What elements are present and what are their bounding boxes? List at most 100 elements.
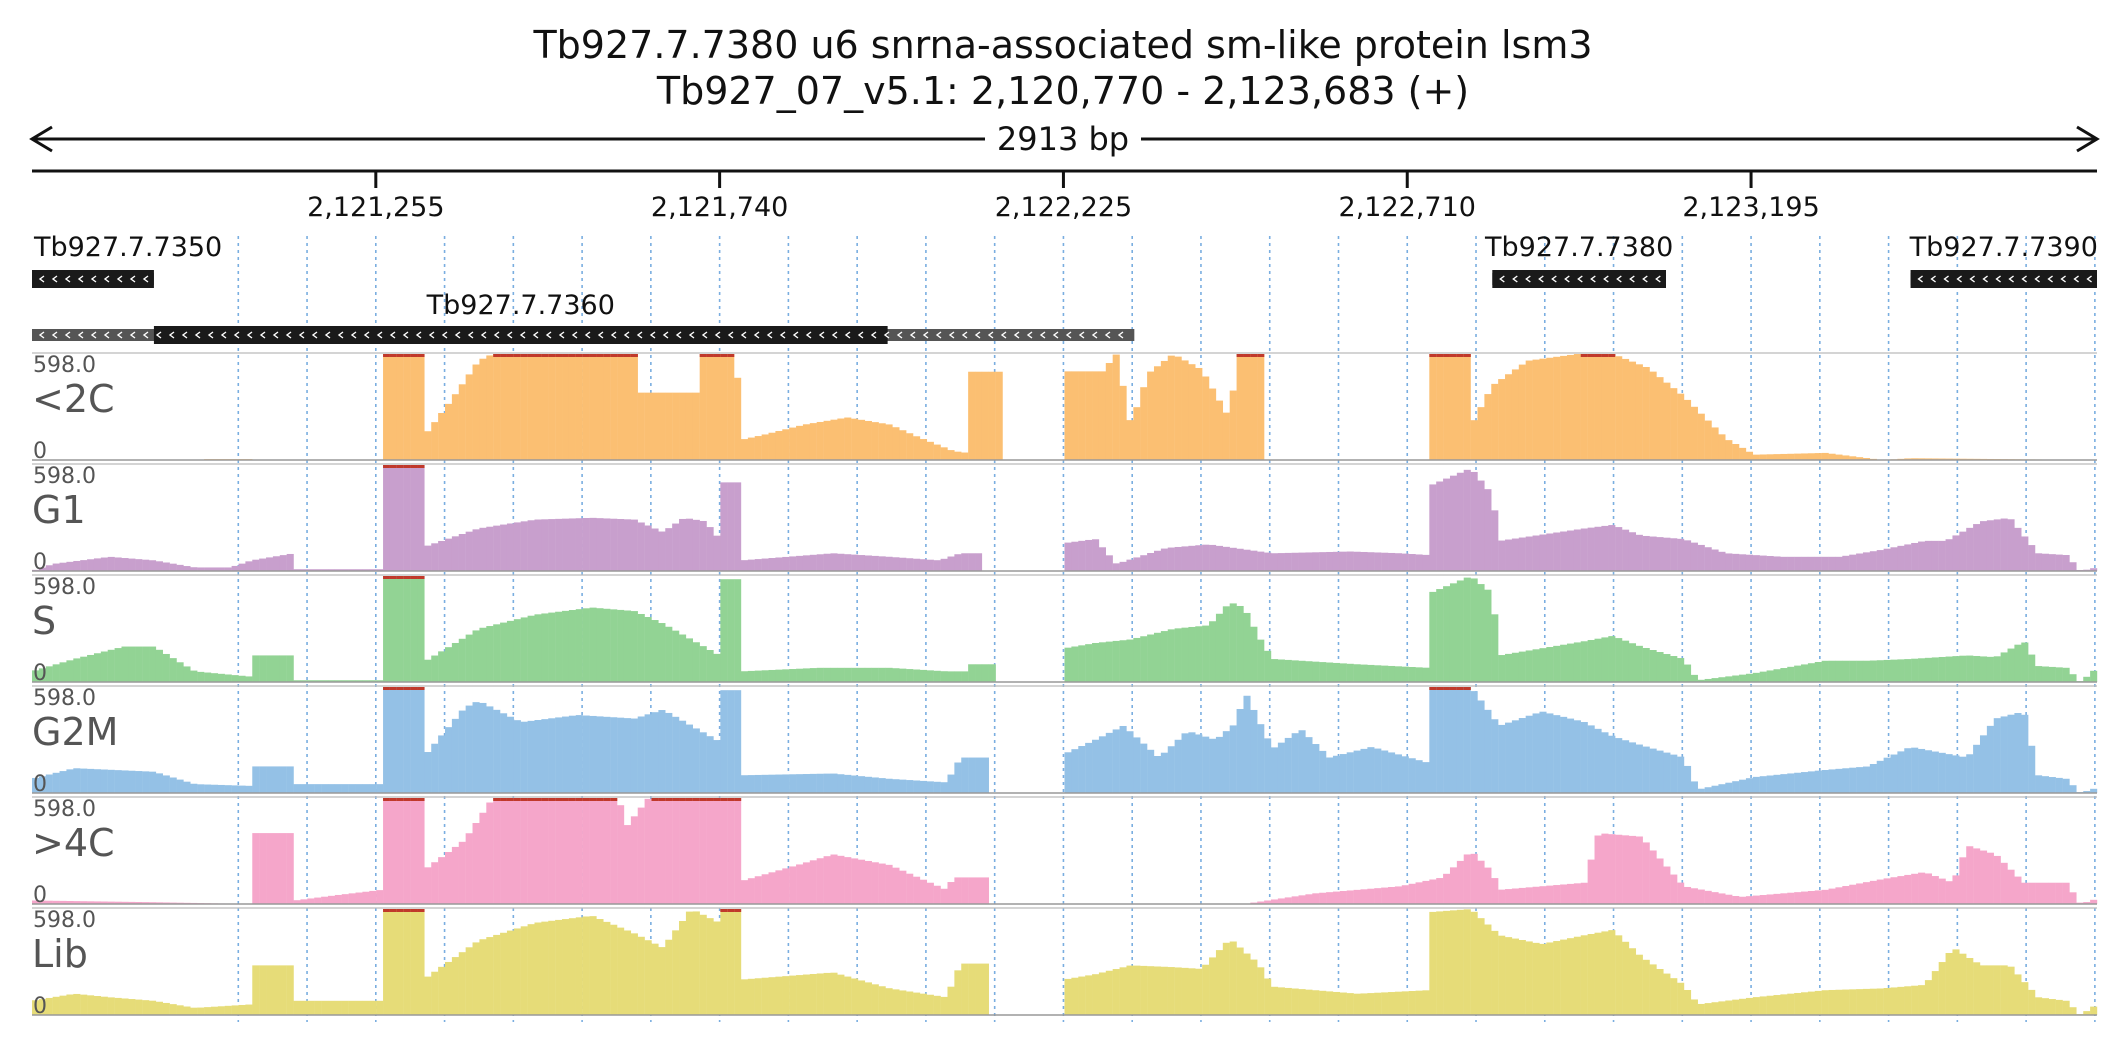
coverage-bar	[1725, 676, 1733, 682]
coverage-bar	[1394, 886, 1402, 904]
coverage-bar	[1443, 478, 1451, 571]
gene-Tb927-7-7390[interactable]: Tb927.7.7390	[1909, 232, 2098, 288]
coverage-bar	[1979, 521, 1988, 571]
clip-marker	[506, 798, 515, 801]
coverage-bar	[493, 934, 501, 1015]
coverage-bar	[995, 371, 1003, 460]
strand-chevron	[701, 331, 708, 339]
clip-marker	[548, 798, 556, 801]
coverage-bar	[1828, 769, 1836, 793]
coverage-bar	[1112, 969, 1120, 1015]
coverage-bar	[1105, 363, 1113, 460]
coverage-bar	[1209, 738, 1217, 793]
coverage-bar	[1284, 737, 1292, 793]
coverage-bar	[665, 528, 673, 571]
coverage-bar	[864, 982, 872, 1015]
coverage-bar	[259, 965, 267, 1015]
coverage-bar	[1656, 537, 1664, 571]
coverage-bar	[1319, 990, 1327, 1015]
coverage-bar	[321, 680, 329, 682]
coverage-bar	[38, 999, 46, 1015]
coverage-bar	[1959, 531, 1967, 571]
coverage-bar	[383, 465, 391, 571]
coverage-bar	[2021, 982, 2029, 1015]
coverage-bar	[1924, 458, 1932, 460]
coverage-bar	[1924, 540, 1932, 571]
gene-Tb927-7-7360[interactable]: Tb927.7.7360	[32, 290, 1135, 344]
coverage-bar	[2014, 644, 2022, 682]
coverage-bar	[1862, 660, 1871, 682]
coverage-bar	[513, 522, 521, 571]
clip-marker	[527, 354, 535, 357]
y-max-label: 598.0	[33, 575, 96, 600]
coverage-bar	[1360, 551, 1368, 571]
coverage-bar	[169, 658, 177, 682]
coverage-bar	[135, 999, 143, 1015]
strand-chevron	[493, 331, 500, 339]
clip-marker	[403, 354, 411, 357]
clip-marker	[410, 354, 418, 357]
coverage-bar	[410, 465, 418, 571]
coverage-bar	[1697, 1003, 1705, 1015]
coverage-bar	[52, 900, 60, 904]
coverage-bar	[1360, 748, 1368, 793]
coverage-bar	[272, 655, 280, 682]
coverage-bar	[1463, 854, 1471, 904]
coverage-bar	[231, 1005, 239, 1015]
coverage-bar	[1429, 879, 1437, 904]
coverage-bar	[445, 961, 453, 1015]
coverage-bar	[2028, 989, 2036, 1015]
strand-chevron	[103, 275, 110, 283]
coverage-bar	[837, 667, 845, 682]
coverage-bar	[1250, 626, 1258, 682]
clip-marker	[403, 798, 411, 801]
clip-marker	[623, 354, 632, 357]
coverage-bar	[1780, 668, 1788, 682]
coverage-bar	[603, 716, 611, 793]
coverage-bar	[100, 901, 108, 904]
coverage-bar	[1869, 880, 1877, 904]
coverage-bar	[1539, 711, 1547, 793]
coverage-bar	[1952, 755, 1960, 793]
coverage-bar	[630, 718, 638, 793]
coverage-bar	[424, 431, 432, 460]
coverage-bar	[314, 897, 322, 904]
coverage-bar	[1271, 659, 1279, 682]
coverage-bar	[1539, 358, 1547, 460]
clip-marker	[1443, 354, 1451, 357]
coverage-bar	[1312, 893, 1320, 904]
y-min-label: 0	[33, 661, 47, 686]
coverage-bar	[1856, 553, 1864, 571]
coverage-bar	[720, 909, 728, 1015]
coverage-bar	[1801, 772, 1809, 793]
coverage-bar	[734, 482, 742, 571]
coverage-bar	[1780, 453, 1788, 460]
gene-Tb927-7-7380[interactable]: Tb927.7.7380	[1484, 232, 1673, 288]
coverage-bar	[981, 757, 989, 793]
coverage-bar	[575, 715, 583, 793]
coverage-bar	[885, 864, 893, 904]
clip-marker	[706, 798, 714, 801]
coverage-bar	[1264, 650, 1272, 682]
gene-Tb927-7-7350[interactable]: Tb927.7.7350	[32, 232, 222, 288]
coverage-bar	[431, 743, 439, 793]
coverage-bar	[1993, 965, 2001, 1015]
coverage-bar	[1752, 672, 1760, 682]
coverage-bar	[286, 655, 294, 682]
coverage-bar	[107, 556, 115, 571]
coverage-bar	[176, 662, 184, 682]
strand-chevron	[77, 331, 84, 339]
coverage-bar	[135, 902, 143, 904]
coverage-bar	[1594, 728, 1602, 793]
coverage-bar	[802, 862, 811, 904]
coverage-bar	[1449, 867, 1458, 904]
clip-marker	[396, 687, 404, 690]
coverage-bar	[1215, 736, 1224, 793]
coverage-bar	[555, 717, 563, 793]
coverage-bar	[1353, 750, 1361, 793]
coverage-bar	[630, 933, 638, 1015]
coverage-bar	[947, 882, 955, 904]
coverage-bar	[1594, 354, 1602, 460]
coverage-bar	[1498, 724, 1506, 793]
coverage-bar	[1897, 751, 1905, 793]
